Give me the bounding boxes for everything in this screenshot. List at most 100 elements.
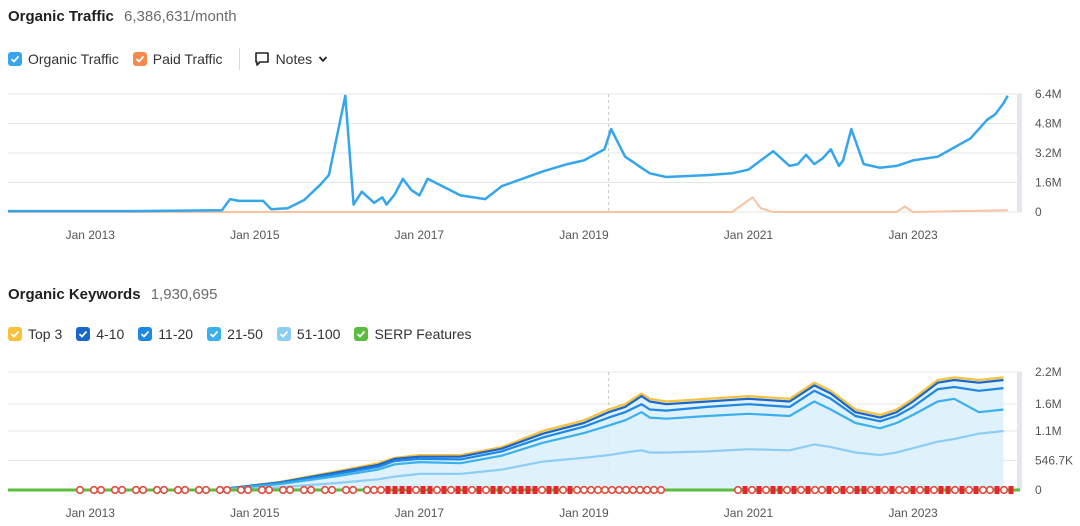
serp-google-icon [782,485,792,495]
serp-google-icon [110,485,120,495]
checkbox-checked-icon[interactable] [354,327,369,341]
legend-label: 51-100 [296,326,341,342]
y-tick-label: 2.2M [1035,365,1062,379]
checkbox-checked-icon[interactable] [207,327,222,341]
serp-feature-marker [756,486,762,494]
serp-google-icon [306,485,316,495]
x-tick-label: Jan 2021 [724,506,774,520]
serp-feature-marker [742,486,748,494]
serp-feature-marker [959,486,965,494]
serp-feature-marker [497,486,503,494]
serp-feature-marker [1008,486,1014,494]
legend-paid-traffic[interactable]: Paid Traffic [132,51,223,67]
legend-label: SERP Features [374,326,472,342]
serp-feature-marker [476,486,482,494]
y-tick-label: 6.4M [1035,87,1062,101]
keywords-value: 1,930,695 [150,286,218,303]
serp-feature-marker [875,486,881,494]
serp-feature-marker [910,486,916,494]
y-tick-label: 1.6M [1035,397,1062,411]
serp-google-icon [243,485,253,495]
checkbox-checked-icon[interactable] [8,52,22,66]
serp-google-icon [173,485,183,495]
y-tick-label: 3.2M [1035,146,1062,160]
legend-label: 4-10 [96,326,125,342]
checkbox-checked-icon[interactable] [276,327,291,341]
x-tick-label: Jan 2015 [230,506,280,520]
serp-feature-marker [441,486,447,494]
serp-google-icon [880,485,890,495]
x-tick-label: Jan 2023 [888,506,938,520]
checkbox-checked-icon[interactable] [76,327,91,341]
serp-google-icon [761,485,771,495]
serp-google-icon [558,485,568,495]
serp-feature-marker [553,486,559,494]
x-tick-label: Jan 2017 [395,506,445,520]
legend-label: Organic Traffic [28,51,119,67]
serp-feature-marker [840,486,846,494]
checkbox-checked-icon[interactable] [138,327,153,341]
serp-google-icon [572,485,582,495]
serp-google-icon [978,485,988,495]
organic-keywords-chart: 2.2M 1.6M 1.1M 546.7K 0 Jan 2013 Jan 2015 Jan 2… [8,365,1073,520]
x-tick-label: Jan 2015 [230,228,280,242]
keywords-legend: Top 3 4-10 11-20 21-50 51-100 SERP Featu… [8,326,485,342]
serp-feature-marker [511,486,517,494]
serp-google-icon [201,485,211,495]
legend-organic-traffic[interactable]: Organic Traffic [8,51,119,67]
legend-label: Paid Traffic [152,51,223,67]
serp-google-icon [194,485,204,495]
legend-11-20[interactable]: 11-20 [138,326,193,342]
series-line-4-10 [8,378,1004,492]
notes-dropdown[interactable]: Notes [254,51,335,67]
serp-google-icon [138,485,148,495]
legend-top-3[interactable]: Top 3 [8,326,62,342]
checkbox-checked-icon[interactable] [132,52,147,66]
serp-feature-marker [427,486,433,494]
legend-21-50[interactable]: 21-50 [207,326,263,342]
serp-google-icon [341,485,351,495]
serp-feature-marker [525,486,531,494]
serp-google-icon [817,485,827,495]
serp-feature-marker [770,486,776,494]
y-tick-label: 1.6M [1035,176,1062,190]
checkbox-checked-icon[interactable] [8,327,22,341]
serp-google-icon [579,485,589,495]
y-tick-label: 0 [1035,483,1042,497]
notes-label: Notes [275,51,313,67]
serp-google-icon [635,485,645,495]
legend-serp-features[interactable]: SERP Features [354,326,471,342]
serp-feature-marker [385,486,391,494]
serp-google-icon [222,485,232,495]
serp-google-icon [929,485,939,495]
series-line-21-50 [8,397,1004,492]
legend-label: 21-50 [227,326,263,342]
serp-feature-marker [861,486,867,494]
serp-google-icon [866,485,876,495]
serp-google-icon [901,485,911,495]
serp-google-icon [593,485,603,495]
serp-google-icon [747,485,757,495]
serp-google-icon [369,485,379,495]
serp-feature-marker [420,486,426,494]
latest-period-shade [1017,372,1022,490]
serp-google-icon [257,485,267,495]
legend-4-10[interactable]: 4-10 [76,326,124,342]
serp-google-icon [950,485,960,495]
serp-google-icon [642,485,652,495]
serp-google-icon [411,485,421,495]
serp-google-icon [831,485,841,495]
legend-label: 11-20 [158,326,194,342]
serp-google-icon [299,485,309,495]
series-line-top-3 [8,376,1004,492]
x-tick-label: Jan 2013 [66,228,116,242]
paid-traffic-line [8,196,1008,213]
serp-google-icon [89,485,99,495]
serp-google-icon [215,485,225,495]
serp-google-icon [985,485,995,495]
legend-51-100[interactable]: 51-100 [276,326,341,342]
keywords-area-fill [8,377,1004,490]
keywords-title-row: Organic Keywords 1,930,695 [8,286,217,303]
serp-google-icon [733,485,743,495]
traffic-value: 6,386,631/month [124,8,237,25]
